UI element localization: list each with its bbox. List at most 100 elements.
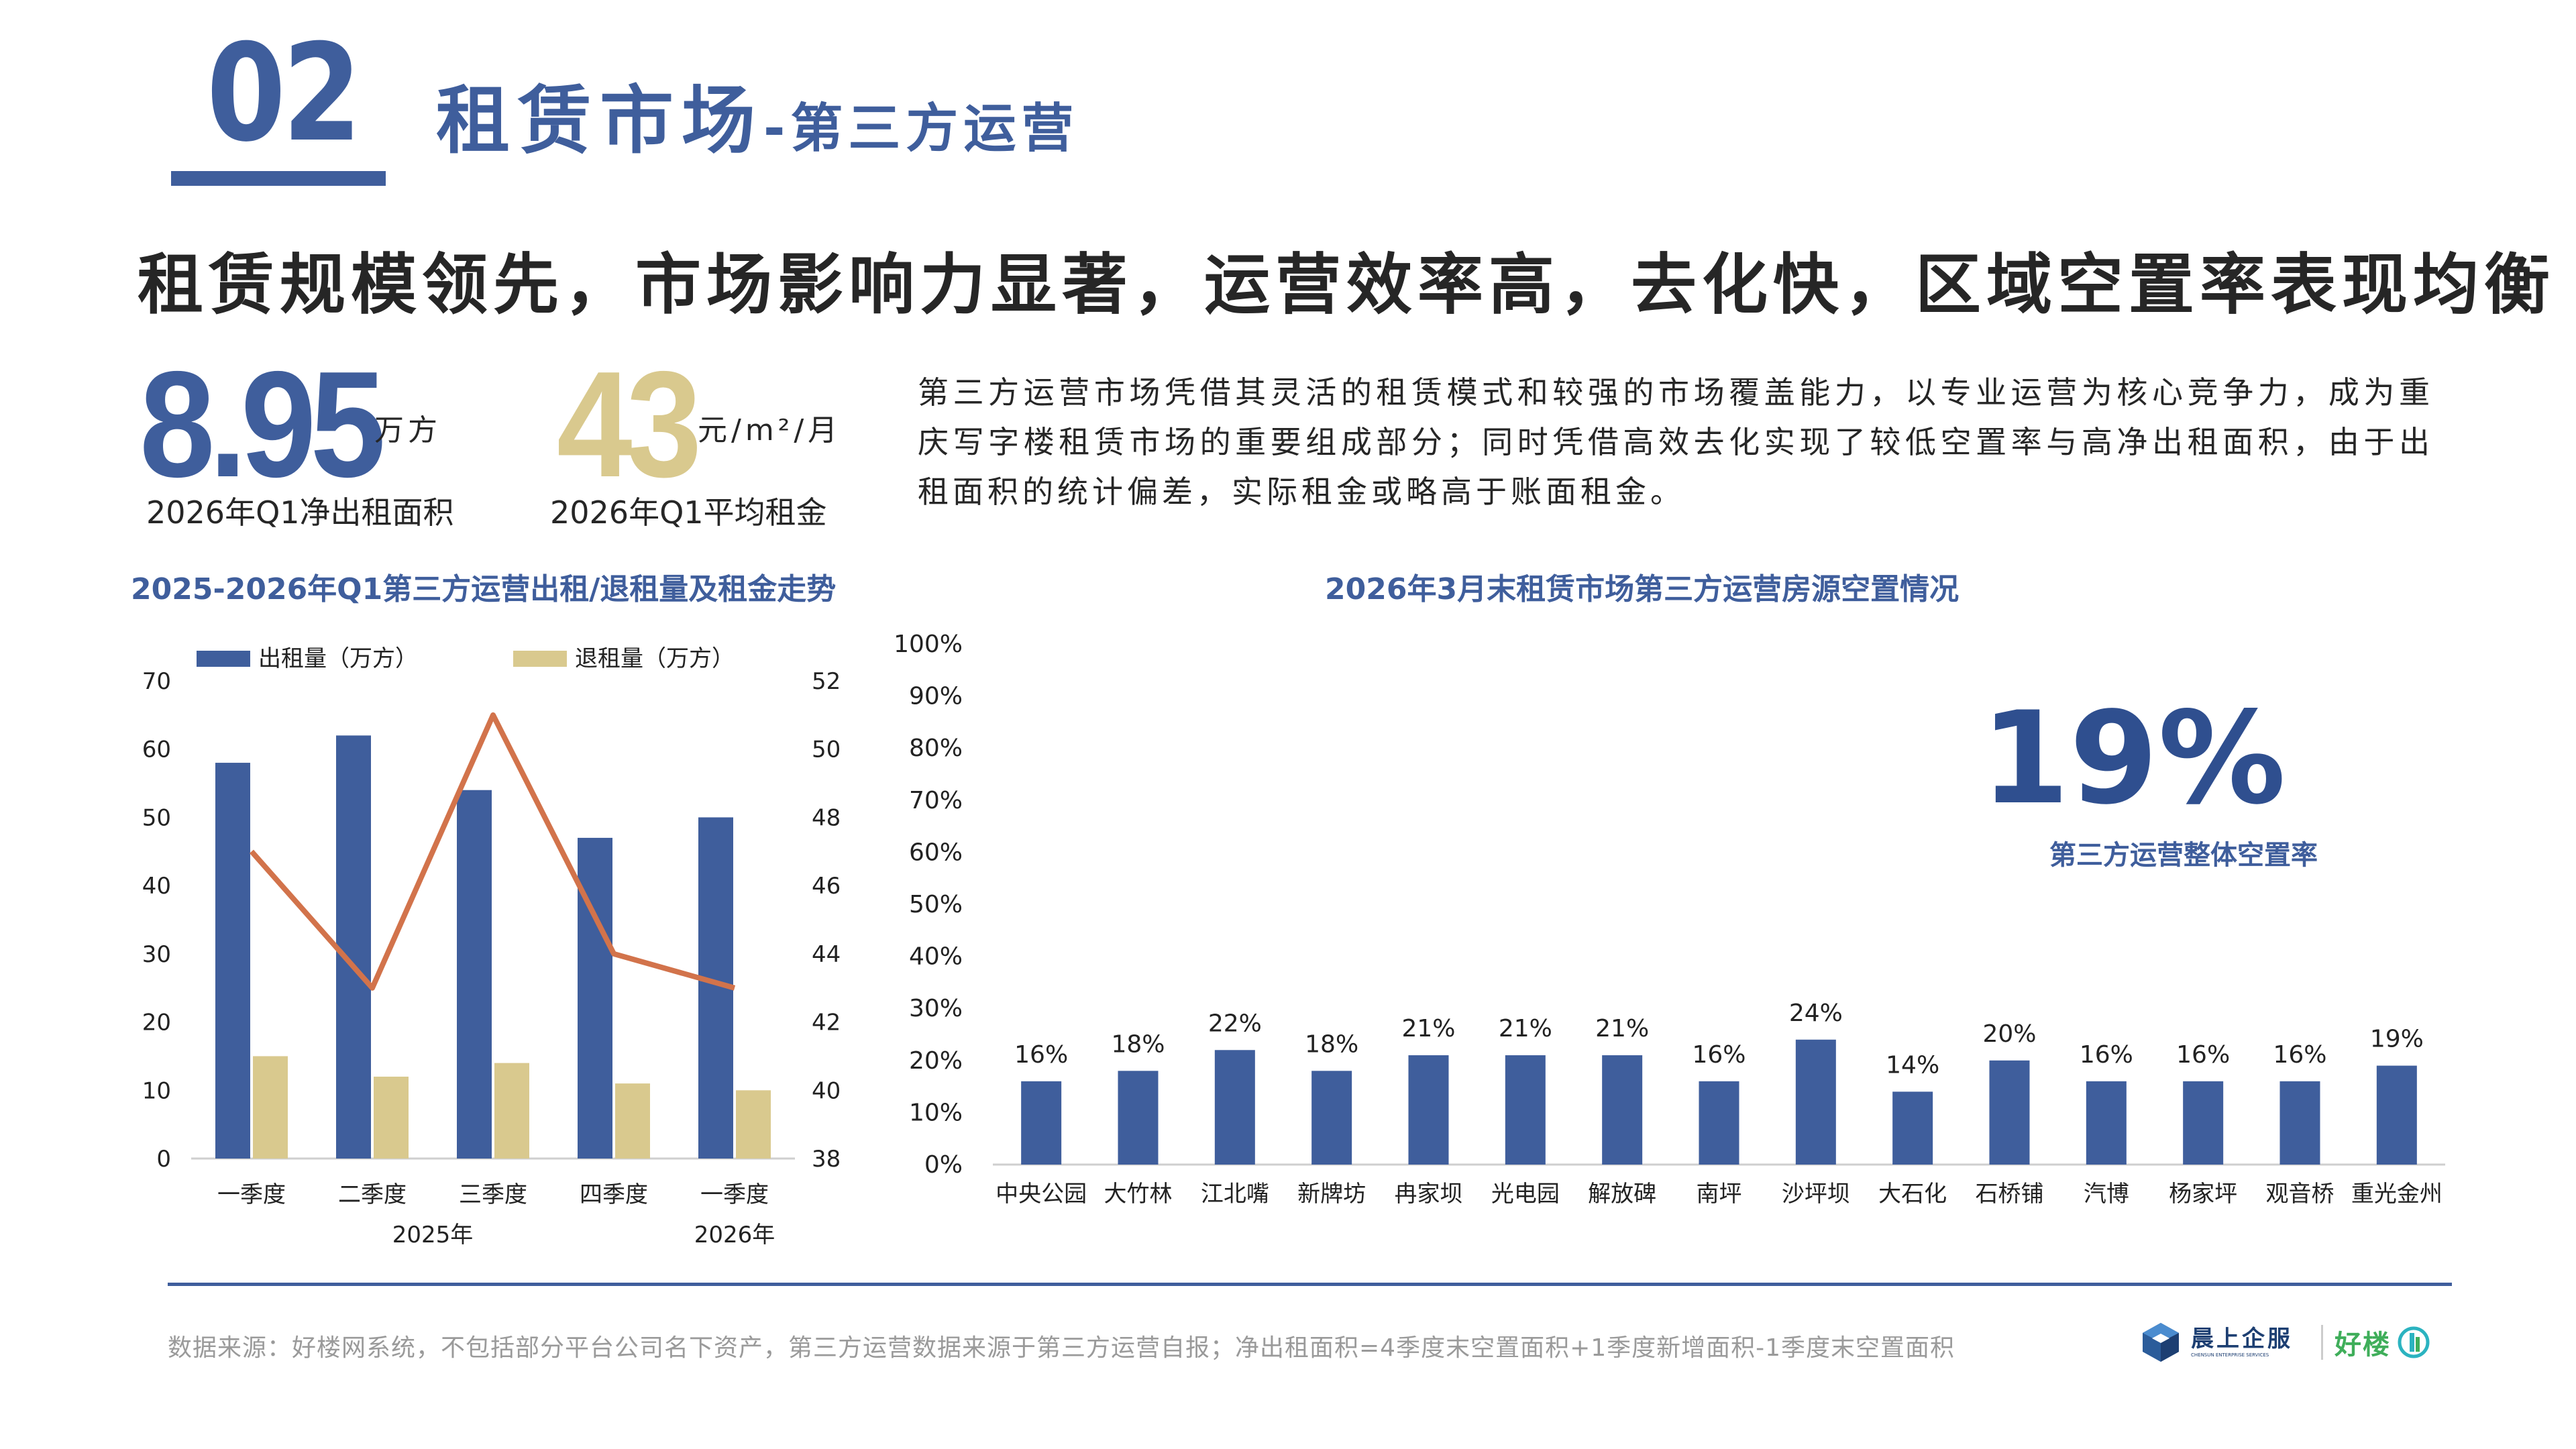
y-tick-label: 80% bbox=[909, 735, 963, 762]
legend-label-returned: 退租量（万方） bbox=[575, 645, 735, 672]
y2-tick-label: 50 bbox=[812, 737, 841, 763]
y-tick-label: 0% bbox=[924, 1151, 963, 1179]
vacancy-bar bbox=[2183, 1081, 2224, 1165]
page-title: 租赁市场-第三方运营 bbox=[436, 74, 1079, 176]
vacancy-data-label: 16% bbox=[2176, 1041, 2230, 1069]
bar-leased bbox=[457, 790, 492, 1159]
vacancy-data-label: 22% bbox=[1208, 1010, 1262, 1037]
page-subtitle: -第三方运营 bbox=[763, 99, 1079, 159]
y-tick-label: 20 bbox=[142, 1010, 171, 1036]
vacancy-data-label: 16% bbox=[1014, 1041, 1068, 1069]
logo-divider bbox=[2321, 1325, 2323, 1360]
vacancy-data-label: 16% bbox=[2273, 1041, 2326, 1069]
legend-swatch-returned bbox=[513, 651, 567, 667]
vacancy-data-label: 18% bbox=[1111, 1030, 1165, 1058]
vacancy-data-label: 21% bbox=[1499, 1015, 1552, 1042]
x-tick-label: 一季度 bbox=[700, 1181, 769, 1208]
vacancy-bar bbox=[1505, 1055, 1546, 1165]
overall-vacancy-value: 19% bbox=[1981, 684, 2286, 833]
kpi-avg-rent-value: 43 bbox=[557, 339, 702, 508]
vacancy-data-label: 16% bbox=[1692, 1041, 1746, 1069]
x-tick-label: 江北嘴 bbox=[1201, 1181, 1269, 1208]
vacancy-data-label: 16% bbox=[2080, 1041, 2133, 1069]
x-tick-label: 石桥铺 bbox=[1976, 1181, 2044, 1208]
y2-tick-label: 48 bbox=[812, 804, 841, 831]
x-group-label: 2025年 bbox=[392, 1222, 474, 1248]
haolou-logo-name: 好楼 bbox=[2334, 1330, 2391, 1360]
y2-tick-label: 44 bbox=[812, 941, 841, 968]
chart1-title: 2025-2026年Q1第三方运营出租/退租量及租金走势 bbox=[131, 572, 837, 606]
x-tick-label: 杨家坪 bbox=[2169, 1181, 2237, 1208]
kpi-net-area-value: 8.95 bbox=[140, 339, 386, 508]
y-tick-label: 10% bbox=[909, 1099, 963, 1126]
bar-leased bbox=[215, 763, 250, 1159]
x-tick-label: 新牌坊 bbox=[1297, 1181, 1366, 1208]
kpi-net-area-unit: 万方 bbox=[374, 413, 441, 447]
x-tick-label: 沙坪坝 bbox=[1782, 1181, 1850, 1208]
vacancy-data-label: 14% bbox=[1886, 1051, 1939, 1079]
y-tick-label: 0 bbox=[156, 1146, 171, 1173]
rent-line bbox=[250, 712, 736, 991]
bar-returned bbox=[736, 1090, 771, 1159]
x-tick-label: 大石化 bbox=[1878, 1181, 1947, 1208]
bar-returned bbox=[374, 1076, 409, 1159]
x-tick-label: 观音桥 bbox=[2266, 1181, 2334, 1208]
vacancy-data-label: 21% bbox=[1595, 1015, 1649, 1042]
page-title-main: 租赁市场 bbox=[436, 78, 763, 164]
y2-tick-label: 52 bbox=[812, 668, 841, 695]
data-source-note: 数据来源：好楼网系统，不包括部分平台公司名下资产，第三方运营数据来源于第三方运营… bbox=[168, 1334, 1955, 1362]
x-tick-label: 一季度 bbox=[217, 1181, 286, 1208]
footer-divider bbox=[168, 1283, 2452, 1286]
vacancy-bar bbox=[1989, 1060, 2030, 1165]
vacancy-bar bbox=[1118, 1071, 1159, 1165]
x-tick-label: 四季度 bbox=[580, 1181, 648, 1208]
y-tick-label: 20% bbox=[909, 1047, 963, 1075]
y2-tick-label: 38 bbox=[812, 1146, 841, 1173]
bar-returned bbox=[615, 1083, 650, 1159]
chenshang-logo-sub: CHENSUN ENTERPRISE SERVICES bbox=[2191, 1352, 2269, 1358]
overall-vacancy-label: 第三方运营整体空置率 bbox=[2049, 840, 2318, 871]
y2-tick-label: 40 bbox=[812, 1077, 841, 1104]
chenshang-logo-name: 晨上企服 bbox=[2191, 1326, 2293, 1352]
vacancy-bar bbox=[2376, 1065, 2417, 1165]
vacancy-bar bbox=[1892, 1091, 1933, 1165]
kpi-avg-rent-unit: 元/m²/月 bbox=[698, 413, 842, 447]
y2-tick-label: 46 bbox=[812, 873, 841, 900]
market-description: 第三方运营市场凭借其灵活的租赁模式和较强的市场覆盖能力，以专业运营为核心竞争力，… bbox=[918, 374, 2434, 510]
vacancy-bar bbox=[2279, 1081, 2320, 1165]
x-tick-label: 汽博 bbox=[2084, 1181, 2129, 1208]
x-tick-label: 中央公园 bbox=[996, 1181, 1087, 1208]
x-tick-label: 大竹林 bbox=[1104, 1181, 1173, 1208]
x-tick-label: 光电园 bbox=[1491, 1181, 1560, 1208]
kpi-net-area-label: 2026年Q1净出租面积 bbox=[146, 494, 454, 531]
x-tick-label: 二季度 bbox=[338, 1181, 407, 1208]
vacancy-bar bbox=[1795, 1039, 1836, 1165]
y-tick-label: 60 bbox=[142, 737, 171, 763]
x-tick-label: 三季度 bbox=[459, 1181, 527, 1208]
bar-returned bbox=[253, 1056, 288, 1159]
y-tick-label: 30% bbox=[909, 995, 963, 1022]
y-tick-label: 100% bbox=[894, 631, 963, 658]
chenshang-logo: 晨上企服 CHENSUN ENTERPRISE SERVICES bbox=[2140, 1319, 2293, 1366]
haolou-building-icon bbox=[2398, 1326, 2430, 1358]
vacancy-bar bbox=[2086, 1081, 2127, 1165]
vacancy-bar bbox=[1408, 1055, 1449, 1165]
legend-label-leased: 出租量（万方） bbox=[258, 645, 418, 672]
x-tick-label: 南坪 bbox=[1697, 1181, 1742, 1208]
x-group-label: 2026年 bbox=[694, 1222, 775, 1248]
x-tick-label: 解放碑 bbox=[1588, 1181, 1656, 1208]
x-tick-label: 冉家坝 bbox=[1395, 1181, 1463, 1208]
y-tick-label: 70 bbox=[142, 668, 171, 695]
vacancy-bar bbox=[1021, 1081, 1062, 1165]
vacancy-bar bbox=[1311, 1071, 1352, 1165]
vacancy-data-label: 24% bbox=[1789, 1000, 1843, 1027]
vacancy-data-label: 18% bbox=[1305, 1030, 1358, 1058]
vacancy-bar bbox=[1699, 1081, 1739, 1165]
vacancy-data-label: 21% bbox=[1401, 1015, 1455, 1042]
y-tick-label: 40% bbox=[909, 943, 963, 971]
vacancy-chart: 0% 10% 20% 30% 40% 50% 60% 70% 80% 90% 100% 16% 中央公园… bbox=[894, 631, 2445, 1208]
bar-leased bbox=[578, 837, 612, 1159]
chart2-title: 2026年3月末租赁市场第三方运营房源空置情况 bbox=[1325, 572, 1960, 606]
x-tick-label: 重光金州 bbox=[2351, 1181, 2443, 1208]
y-tick-label: 50 bbox=[142, 804, 171, 831]
